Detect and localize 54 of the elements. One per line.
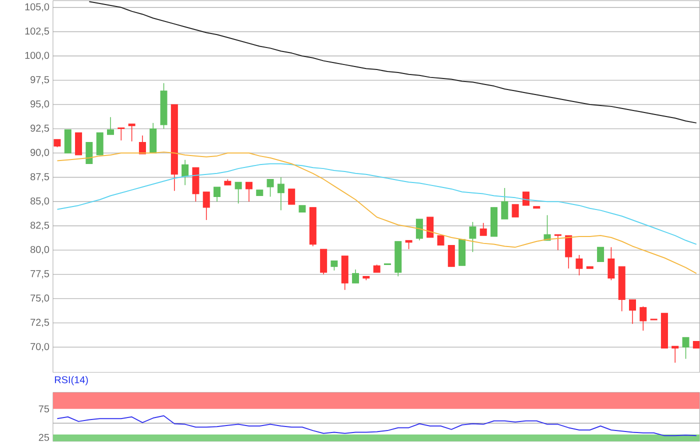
candlestick <box>554 234 562 250</box>
candlestick <box>672 346 679 363</box>
candlestick <box>277 176 284 211</box>
candlestick <box>202 191 210 220</box>
y-tick-label: 82,5 <box>30 222 50 230</box>
candlestick <box>320 248 328 275</box>
candlestick <box>107 116 114 135</box>
candlestick <box>128 123 136 142</box>
candlestick <box>352 269 360 284</box>
candlestick <box>96 132 104 156</box>
candlestick <box>448 244 455 267</box>
y-tick-label: 105,0 <box>25 3 50 12</box>
y-tick-label: 70,0 <box>30 342 50 352</box>
y-tick-label: 75 <box>38 405 50 412</box>
candlestick <box>118 127 125 141</box>
candlestick <box>480 222 487 236</box>
candlestick <box>597 246 604 262</box>
candlestick <box>288 188 296 205</box>
candlestick <box>330 260 338 271</box>
candlestick <box>629 299 636 324</box>
candlestick <box>245 182 252 202</box>
y-tick-label: 80,0 <box>30 246 50 254</box>
candlestick <box>86 142 93 164</box>
y-tick-label: 92,5 <box>30 124 50 133</box>
y-tick-label: 87,5 <box>30 173 50 182</box>
candlestick <box>469 221 476 252</box>
candlestick <box>640 306 647 331</box>
candlestick <box>437 235 444 246</box>
candlestick <box>214 186 221 202</box>
candlestick <box>512 204 519 218</box>
chart-title: RSI(14) <box>54 376 88 386</box>
candlestick <box>266 178 274 198</box>
candlestick <box>682 336 690 360</box>
y-tick-label: 77,5 <box>30 270 50 278</box>
candlestick <box>501 187 508 220</box>
y-tick-label: 75,0 <box>30 294 50 303</box>
candlestick <box>234 182 242 204</box>
y-tick-label: 72,5 <box>30 318 50 327</box>
candlestick <box>522 191 530 206</box>
y-tick-label: 95,0 <box>30 100 50 109</box>
y-tick-label: 97,5 <box>30 76 50 84</box>
candlestick <box>416 218 423 241</box>
y-tick-label: 100,0 <box>25 52 50 60</box>
candlestick <box>138 135 146 154</box>
candlestick <box>608 246 615 280</box>
y-tick-label: 102,5 <box>25 27 50 36</box>
y-tick-label: 25 <box>38 434 50 441</box>
candlestick <box>182 159 189 186</box>
candlestick <box>565 235 572 269</box>
candlestick <box>75 132 82 156</box>
candlestick <box>64 129 72 154</box>
candlestick <box>576 254 583 276</box>
y-tick-label: 90,0 <box>30 148 50 158</box>
y-tick-label: 85,0 <box>30 197 50 206</box>
